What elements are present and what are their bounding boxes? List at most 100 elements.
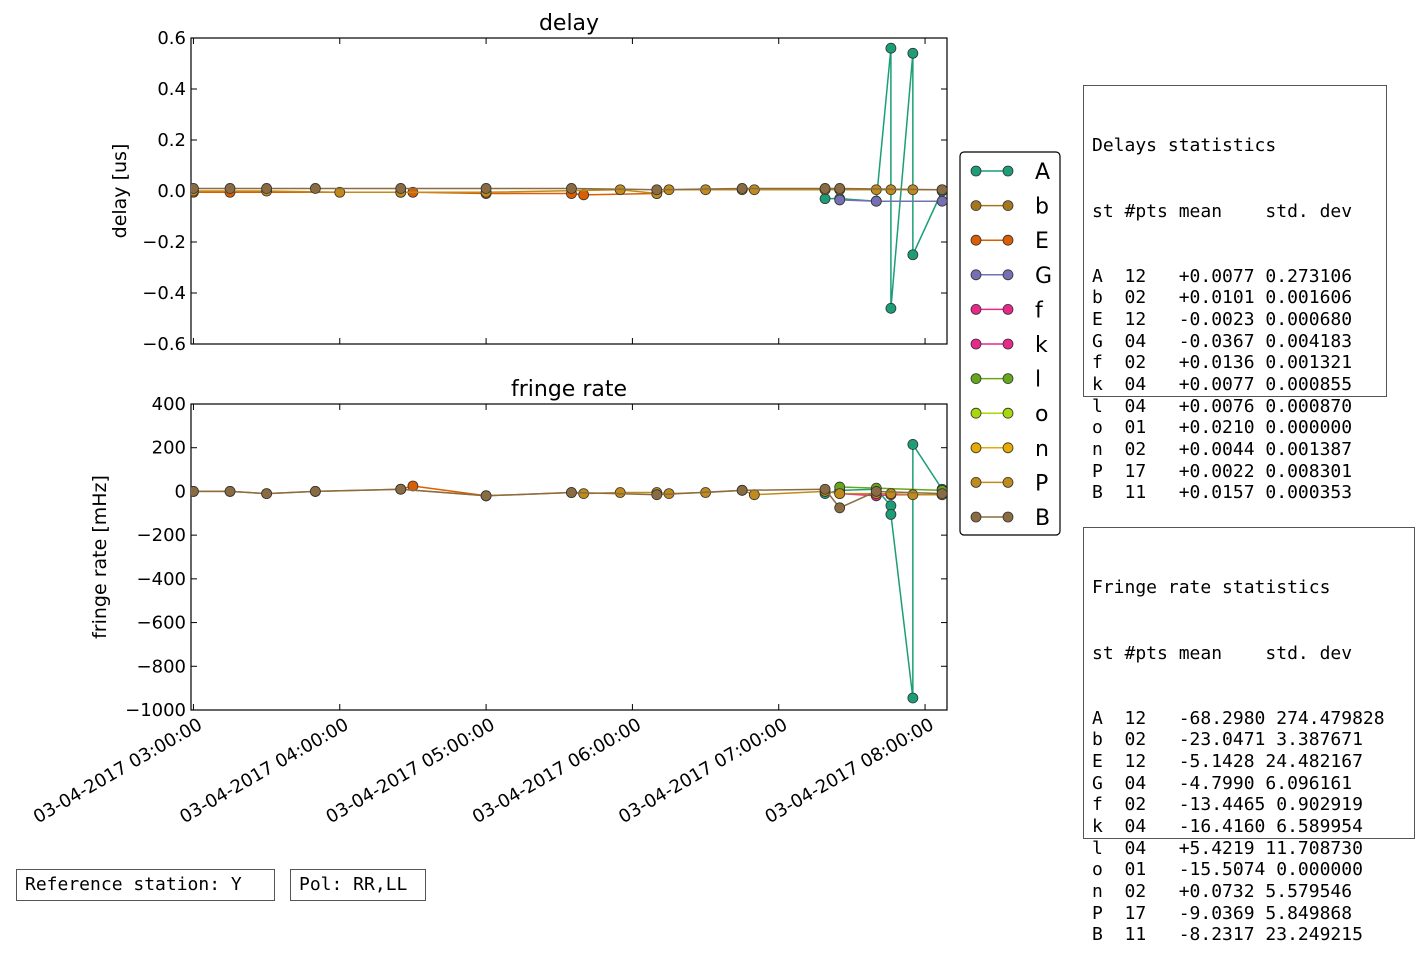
data-point-B <box>224 183 236 194</box>
data-point-A <box>907 439 919 450</box>
data-point-G <box>936 195 947 207</box>
y-tick-label: 0.0 <box>157 181 186 202</box>
data-point-P <box>870 184 882 196</box>
delay-stats-rows: A 12 +0.0077 0.273106 b 02 +0.0101 0.0016… <box>1092 266 1378 505</box>
reference-station-label: Reference station: Y <box>16 869 275 901</box>
rate-stats-row: n 02 +0.0732 5.579546 <box>1092 881 1353 903</box>
rate-stats-rows: A 12 -68.2980 274.479828 b 02 -23.0471 3.… <box>1092 708 1406 947</box>
y-tick-label: 400 <box>152 394 186 415</box>
legend-marker-o <box>970 407 982 419</box>
y-tick-label: −200 <box>137 525 186 546</box>
data-point-B <box>395 483 407 495</box>
data-point-B <box>191 183 199 194</box>
legend-marker-A <box>970 165 982 177</box>
legend-label-l: l <box>1035 368 1041 393</box>
data-point-E <box>407 480 419 492</box>
rate-stats-row: G 04 -4.7990 6.096161 <box>1092 772 1353 794</box>
data-point-B <box>566 183 577 194</box>
data-point-B <box>870 486 882 497</box>
data-point-A <box>907 249 919 261</box>
legend-marker-P <box>1002 476 1014 488</box>
legend-marker-n <box>1002 442 1014 454</box>
delay-title: delay <box>539 11 599 36</box>
y-tick-label: −1000 <box>125 700 186 721</box>
delay-stats-row: b 02 +0.0101 0.001606 <box>1092 287 1353 309</box>
rate-stats-row: k 04 -16.4160 6.589954 <box>1092 816 1363 838</box>
legend-marker-E <box>970 234 982 246</box>
data-point-A <box>907 47 919 59</box>
data-point-P <box>907 489 919 501</box>
rate-stats-row: o 01 -15.5074 0.000000 <box>1092 859 1363 881</box>
rate-stats-row: l 04 +5.4219 11.708730 <box>1092 837 1363 859</box>
legend-marker-l <box>970 373 982 385</box>
y-tick-label: −600 <box>137 613 186 634</box>
delay-series-layer <box>191 42 947 314</box>
y-tick-label: 0.6 <box>157 28 186 49</box>
legend-label-E: E <box>1035 229 1049 254</box>
legend-label-B: B <box>1035 506 1050 531</box>
data-point-B <box>819 183 831 194</box>
legend-marker-f <box>970 303 982 315</box>
legend-label-b: b <box>1035 195 1049 220</box>
data-point-A <box>885 302 897 314</box>
delay-stats-row: A 12 +0.0077 0.273106 <box>1092 265 1353 287</box>
y-tick-label: −0.2 <box>142 232 186 253</box>
legend-marker-P <box>970 476 982 488</box>
fringe-rate-title: fringe rate <box>511 377 627 402</box>
data-point-E <box>578 189 590 201</box>
data-point-B <box>651 489 663 501</box>
delay-stats-row: l 04 +0.0076 0.000870 <box>1092 395 1353 417</box>
data-point-B <box>736 183 748 194</box>
data-point-B <box>480 490 492 502</box>
data-point-P <box>834 488 846 500</box>
y-tick-label: −0.4 <box>142 283 186 304</box>
delay-stats-row: P 17 +0.0022 0.008301 <box>1092 460 1353 482</box>
legend-marker-B <box>1002 511 1014 523</box>
legend-label-n: n <box>1035 437 1049 462</box>
y-tick-label: 0.2 <box>157 130 186 151</box>
legend-marker-b <box>970 200 982 212</box>
y-tick-label: 200 <box>152 438 186 459</box>
data-point-P <box>748 184 760 196</box>
data-point-G <box>834 194 846 206</box>
y-tick-label: 0 <box>175 481 186 502</box>
legend-marker-k <box>970 338 982 350</box>
legend-label-P: P <box>1035 471 1048 496</box>
rate-stats-row: f 02 -13.4465 0.902919 <box>1092 794 1363 816</box>
fringe-rate-axes-frame <box>190 403 948 711</box>
y-tick-label: −0.6 <box>142 334 186 355</box>
legend-marker-k <box>1002 338 1014 350</box>
delay-stats-row: G 04 -0.0367 0.004183 <box>1092 330 1353 352</box>
plot-canvas: delay delay [us] 0.6 0.4 0.2 0.0 −0.2 −0.4 −0.6 f… <box>30 11 1061 828</box>
data-point-P <box>885 488 897 500</box>
data-point-B <box>936 488 947 500</box>
data-point-B <box>834 502 846 514</box>
legend-label-A: A <box>1035 160 1050 185</box>
legend-label-G: G <box>1035 264 1052 289</box>
data-point-B <box>651 184 663 196</box>
data-point-B <box>191 486 199 497</box>
data-point-B <box>309 183 321 194</box>
legend-label-k: k <box>1035 333 1048 358</box>
fringe-rate-series-layer <box>191 439 947 704</box>
rate-stats-row: B 11 -8.2317 23.249215 <box>1092 924 1363 946</box>
data-point-B <box>819 483 831 495</box>
y-tick-label: 0.4 <box>157 79 186 100</box>
delay-panel: delay delay [us] 0.6 0.4 0.2 0.0 −0.2 −0.4 −0.6 <box>109 11 948 355</box>
data-point-B <box>936 184 947 196</box>
data-point-B <box>261 183 273 194</box>
legend-marker-E <box>1002 234 1014 246</box>
data-point-B <box>480 183 492 194</box>
data-point-B <box>736 484 748 496</box>
data-point-A <box>885 508 897 520</box>
legend-marker-G <box>970 269 982 281</box>
legend-marker-f <box>1002 303 1014 315</box>
delay-stats-row: o 01 +0.0210 0.000000 <box>1092 417 1353 439</box>
series-line-A <box>825 48 943 309</box>
delay-stats-title: Delays statistics <box>1092 135 1277 157</box>
delay-stats-row: f 02 +0.0136 0.001321 <box>1092 352 1353 374</box>
legend-label-f: f <box>1035 298 1044 323</box>
delay-stats-row: n 02 +0.0044 0.001387 <box>1092 439 1353 461</box>
polarization-label: Pol: RR,LL <box>290 869 426 901</box>
